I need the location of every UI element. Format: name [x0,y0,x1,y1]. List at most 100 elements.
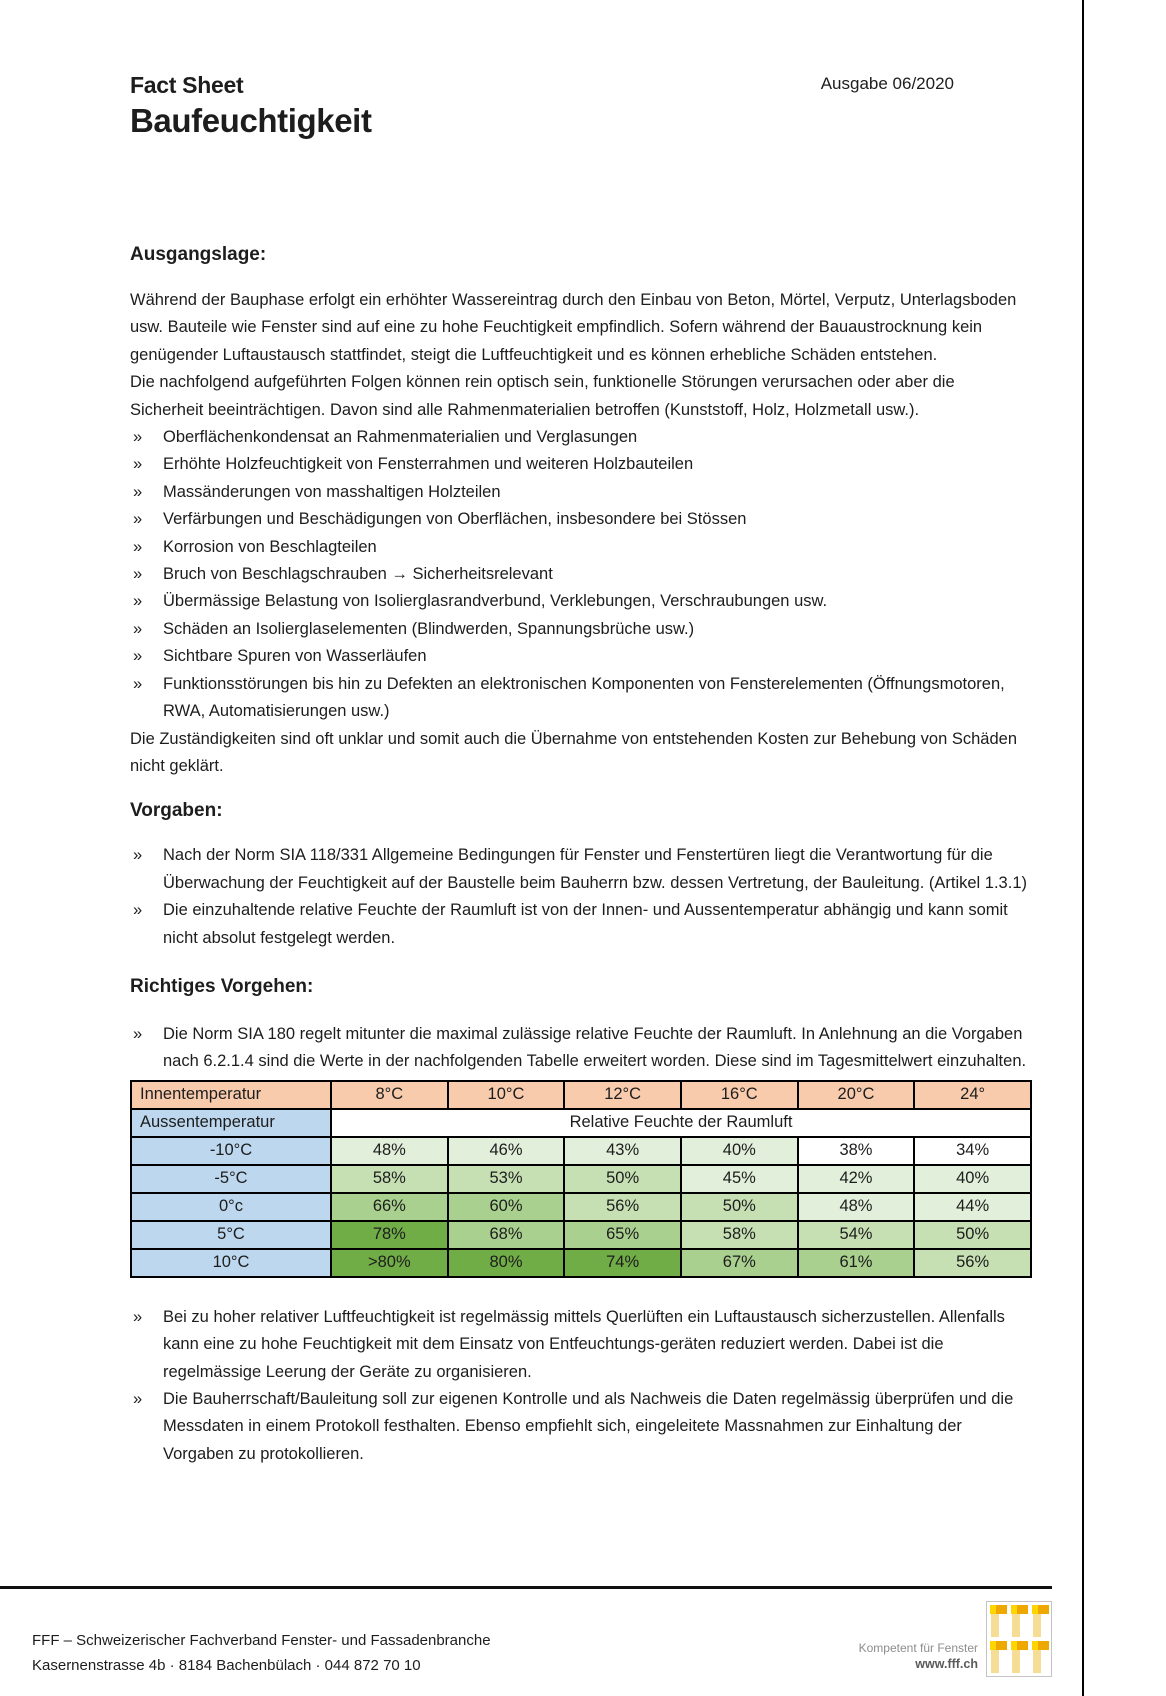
paragraph: Die Zuständigkeiten sind oft unklar und … [130,729,1017,775]
list-item-text: Bei zu hoher relativer Luftfeuchtigkeit … [163,1307,1005,1381]
list-item-text: Massänderungen von masshaltigen Holzteil… [163,482,501,501]
list-item: » Sichtbare Spuren von Wasserläufen [130,643,1032,670]
table-value-cell: 50% [913,1219,1032,1250]
list-item-text: Die einzuhaltende relative Feuchte der R… [163,901,1008,947]
humidity-table-body: Innentemperatur 8°C 10°C 12°C 16°C 20°C 24° Aus… [130,1079,1032,1278]
footer-url: www.fff.ch [915,1657,978,1671]
table-value-cell: 42% [796,1163,916,1194]
list-item: » Die Bauherrschaft/Bauleitung soll zur e… [130,1386,1032,1468]
table-value-cell: 74% [563,1247,682,1278]
list-item: » Massänderungen von masshaltigen Holztei… [130,479,1032,506]
list-item-text: Schäden an Isolierglaselementen (Blindwe… [163,619,695,638]
table-value-cell: 38% [796,1135,916,1166]
footer-divider [0,1586,1052,1589]
table-row: -10°C 48% 46% 43% 40% 38% 34% [130,1135,1032,1166]
table-value-cell: >80% [330,1247,449,1278]
list-item-text: Sichtbare Spuren von Wasserläufen [163,647,427,666]
table-value-cell: 66% [330,1191,449,1222]
bullet-marker: » [133,1024,143,1043]
document-page: Fact Sheet Baufeuchtigkeit Ausgabe 06/20… [130,0,1032,1468]
bullet-marker: » [133,647,143,666]
table-row: 5°C 78% 68% 65% 58% 54% 50% [130,1219,1032,1250]
table-header-cell: 12°C [563,1079,682,1110]
bullet-marker: » [133,1389,143,1408]
table-temp-cell: -5°C [130,1163,332,1194]
table-header-cell: 8°C [330,1079,449,1110]
doc-header: Fact Sheet Baufeuchtigkeit Ausgabe 06/20… [130,72,1032,140]
table-value-cell: 48% [796,1191,916,1222]
procedure-list-after-table: » Bei zu hoher relativer Luftfeuchtigkeit… [130,1304,1032,1468]
bullet-marker: » [133,674,143,693]
table-row: 10°C >80% 80% 74% 67% 61% 56% [130,1247,1032,1278]
list-item: » Oberflächenkondensat an Rahmenmateriali… [130,424,1032,451]
table-value-cell: 50% [563,1163,682,1194]
table-value-cell: 60% [446,1191,566,1222]
table-value-cell: 58% [679,1219,799,1250]
list-item: » Bei zu hoher relativer Luftfeuchtigkeit… [130,1304,1032,1386]
table-header-cell: 20°C [796,1079,916,1110]
list-item-text: Oberflächenkondensat an Rahmenmaterialie… [163,428,638,447]
footer-tagline: Kompetent für Fenster [858,1641,978,1655]
bullet-marker: » [133,565,143,584]
list-item: » Korrosion von Beschlagteilen [130,534,1032,561]
page-edge-line [1082,0,1084,1696]
list-item-text: Verfärbungen und Beschädigungen von Ober… [163,510,747,529]
table-corner-cell: Innentemperatur [130,1079,332,1110]
footer-brand-text: Kompetent für Fenster www.fff.ch [859,1641,978,1672]
section-heading: Vorgaben: [130,800,223,822]
list-item: » Nach der Norm SIA 118/331 Allgemeine Be… [130,842,1032,897]
footer-contact: FFF – Schweizerischer Fachverband Fenste… [32,1628,491,1678]
table-value-cell: 80% [446,1247,566,1278]
table-temp-cell: -10°C [130,1135,332,1166]
table-value-cell: 54% [796,1219,916,1250]
table-value-cell: 48% [330,1135,449,1166]
table-value-cell: 68% [446,1219,566,1250]
table-value-cell: 67% [679,1247,799,1278]
humidity-table: Innentemperatur 8°C 10°C 12°C 16°C 20°C 24° Aus… [130,1079,1032,1278]
list-item-text: Die Norm SIA 180 regelt mitunter die max… [163,1024,1027,1071]
list-item-text: Korrosion von Beschlagteilen [163,537,377,556]
list-item: » Die einzuhaltende relative Feuchte der … [130,897,1032,952]
footer-address: Kasernenstrasse 4b · 8184 Bachenbülach ·… [32,1657,421,1674]
list-item-text: Übermässige Belastung von Isolierglasran… [163,592,828,611]
bullet-marker: » [133,428,143,447]
table-value-cell: 56% [563,1191,682,1222]
consequence-list: » Oberflächenkondensat an Rahmenmateriali… [130,424,1032,725]
list-item: » Bruch von Beschlagschrauben → Sicherhei… [130,561,1032,588]
table-value-cell: 45% [679,1163,799,1194]
section-heading: Ausgangslage: [130,244,267,265]
table-header-cell: 24° [913,1079,1032,1110]
table-value-cell: 50% [679,1191,799,1222]
procedure-list: » Die Norm SIA 180 regelt mitunter die ma… [130,1021,1032,1076]
table-row: 0°c 66% 60% 56% 50% 48% 44% [130,1191,1032,1222]
list-item: » Funktionsstörungen bis hin zu Defekten … [130,671,1032,726]
list-item: » Übermässige Belastung von Isolierglasra… [130,588,1032,615]
table-value-cell: 53% [446,1163,566,1194]
table-temp-cell: 0°c [130,1191,332,1222]
footer-org: FFF – Schweizerischer Fachverband Fenste… [32,1632,491,1649]
table-temp-cell: 5°C [130,1219,332,1250]
table-subheader-cell: Aussentemperatur [130,1107,332,1138]
bullet-marker: » [133,846,143,865]
table-value-cell: 40% [913,1163,1032,1194]
bullet-marker: » [133,1307,143,1326]
list-item-text: Funktionsstörungen bis hin zu Defekten a… [163,674,1005,721]
paragraph: Die nachfolgend aufgeführten Folgen könn… [130,373,955,419]
section-ausgangslage: Ausgangslage: Während der Bauphase erfol… [130,244,1032,780]
table-row: -5°C 58% 53% 50% 45% 42% 40% [130,1163,1032,1194]
bullet-marker: » [133,592,143,611]
list-item-text: Die Bauherrschaft/Bauleitung soll zur ei… [163,1389,1014,1463]
table-temp-cell: 10°C [130,1247,332,1278]
table-value-cell: 78% [330,1219,449,1250]
table-value-cell: 34% [913,1135,1032,1166]
bullet-marker: » [133,619,143,638]
bullet-marker: » [133,455,143,474]
table-merged-cell: Relative Feuchte der Raumluft [330,1107,1032,1138]
requirement-list: » Nach der Norm SIA 118/331 Allgemeine Be… [130,842,1032,952]
paragraph: Während der Bauphase erfolgt ein erhöhte… [130,291,1017,364]
doc-type-label: Fact Sheet [130,72,244,98]
bullet-marker: » [133,537,143,556]
list-item-text: Bruch von Beschlagschrauben → Sicherheit… [163,565,553,584]
table-value-cell: 46% [446,1135,566,1166]
section-heading: Richtiges Vorgehen: [130,975,314,997]
